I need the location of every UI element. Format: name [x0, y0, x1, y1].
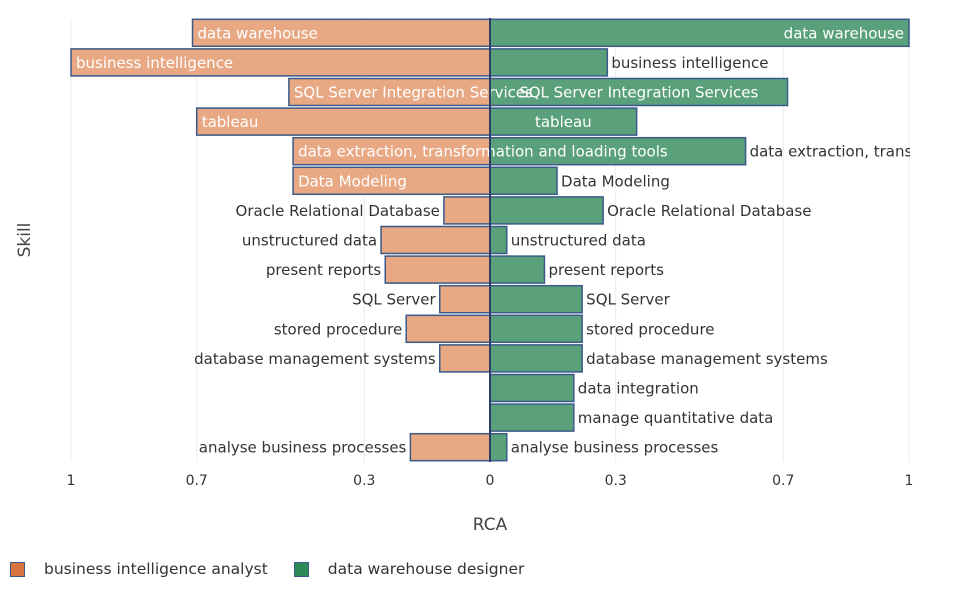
bar-business-intelligence-analyst-database-management-systems[interactable]	[438, 344, 491, 373]
bar-data-warehouse-designer-unstructured-data[interactable]	[489, 225, 508, 255]
bar-label: unstructured data	[511, 232, 646, 250]
x-tick-label: 0	[486, 473, 495, 489]
bar-label: present reports	[548, 261, 664, 279]
bar-label: data extraction, transformation and load…	[298, 143, 668, 161]
bar-label: Data Modeling	[298, 172, 407, 190]
bar-data-warehouse-designer-stored-procedure[interactable]	[489, 314, 583, 344]
x-tick-label: 1	[905, 473, 914, 489]
bar-label: data warehouse	[198, 24, 318, 42]
bar-business-intelligence-analyst-data-modeling[interactable]	[292, 166, 491, 196]
bar-label: Oracle Relational Database	[236, 202, 440, 220]
legend-item-business-intelligence-analyst[interactable]: business intelligence analyst	[10, 560, 268, 578]
bar-label: database management systems	[586, 350, 828, 368]
bar-label: business intelligence	[611, 54, 768, 72]
bar-business-intelligence-analyst-sql-server[interactable]	[438, 284, 491, 314]
bar-label: database management systems	[194, 350, 436, 368]
bar-label: SQL Server	[586, 291, 670, 309]
x-tick-label: 0.3	[353, 473, 375, 489]
legend: business intelligence analyst data wareh…	[10, 560, 550, 578]
bar-data-warehouse-designer-database-management-systems[interactable]	[489, 344, 583, 373]
bar-data-warehouse-designer-sql-server-integration-services[interactable]	[489, 77, 789, 107]
bar-business-intelligence-analyst-stored-procedure[interactable]	[405, 314, 491, 344]
bar-business-intelligence-analyst-data-warehouse[interactable]	[191, 18, 491, 48]
bar-data-warehouse-designer-analyse-business-processes[interactable]	[489, 432, 508, 462]
bar-labels: data warehouse business intelligence SQL S…	[76, 24, 954, 457]
bar-data-warehouse-designer-oracle-relational-database[interactable]	[489, 196, 604, 225]
bar-data-warehouse-designer-data-integration[interactable]	[489, 373, 575, 403]
bar-label: SQL Server Integration Services	[519, 84, 758, 102]
x-tick-label: 0.3	[605, 473, 627, 489]
bar-label: data integration	[578, 380, 699, 398]
bar-label: analyse business processes	[199, 439, 407, 457]
bar-label: stored procedure	[586, 320, 714, 338]
bar-data-warehouse-designer-data-warehouse[interactable]	[489, 18, 910, 48]
bar-business-intelligence-analyst-analyse-business-processes[interactable]	[409, 432, 491, 462]
legend-label: business intelligence analyst	[44, 560, 268, 578]
bar-data-warehouse-designer-sql-server[interactable]	[489, 284, 583, 314]
bar-data-warehouse-designer-tableau[interactable]	[489, 107, 638, 136]
x-axis-ticks: 1 0.7 0.3 0 0.3 0.7 1	[67, 473, 914, 489]
bar-data-warehouse-designer-manage-quantitative-data[interactable]	[489, 403, 575, 432]
bars	[70, 18, 910, 462]
legend-swatch-orange	[10, 561, 25, 577]
bar-data-warehouse-designer-present-reports[interactable]	[489, 255, 546, 284]
rca-diverging-bar-chart: data warehouse business intelligence SQL S…	[15, 18, 954, 535]
x-axis-title: RCA	[473, 515, 508, 535]
bar-business-intelligence-analyst-data-extraction-transformation-and-loading-tools[interactable]	[292, 136, 491, 166]
bar-label: business intelligence	[76, 54, 233, 72]
legend-label: data warehouse designer	[327, 560, 525, 578]
y-axis-title: Skill	[15, 223, 35, 258]
bar-data-warehouse-designer-business-intelligence[interactable]	[489, 48, 609, 77]
bar-label: SQL Server Integration Services	[294, 84, 533, 102]
bar-label: SQL Server	[352, 291, 436, 309]
bar-data-warehouse-designer-data-extraction-transformation-and-loading-tools[interactable]	[489, 136, 747, 166]
bar-business-intelligence-analyst-tableau[interactable]	[195, 107, 491, 136]
legend-item-data-warehouse-designer[interactable]: data warehouse designer	[293, 560, 525, 578]
bar-label: data extraction, transformation and load…	[750, 143, 954, 161]
bar-label: manage quantitative data	[578, 409, 774, 427]
x-tick-label: 1	[67, 473, 76, 489]
bar-label: stored procedure	[274, 320, 402, 338]
bar-label: tableau	[535, 113, 592, 131]
bar-label: Oracle Relational Database	[607, 202, 811, 220]
x-tick-label: 0.7	[772, 473, 794, 489]
bar-label: unstructured data	[242, 232, 377, 250]
x-tick-label: 0.7	[186, 473, 208, 489]
bar-data-warehouse-designer-data-modeling[interactable]	[489, 166, 558, 196]
bar-label: tableau	[202, 113, 259, 131]
bar-business-intelligence-analyst-unstructured-data[interactable]	[380, 225, 491, 255]
bar-business-intelligence-analyst-present-reports[interactable]	[384, 255, 491, 284]
bar-label: Data Modeling	[561, 172, 670, 190]
legend-swatch-green	[293, 561, 309, 577]
bar-label: analyse business processes	[511, 439, 719, 457]
bar-label: present reports	[266, 261, 382, 279]
bar-label: data warehouse	[784, 24, 904, 42]
bar-business-intelligence-analyst-oracle-relational-database[interactable]	[443, 196, 491, 225]
